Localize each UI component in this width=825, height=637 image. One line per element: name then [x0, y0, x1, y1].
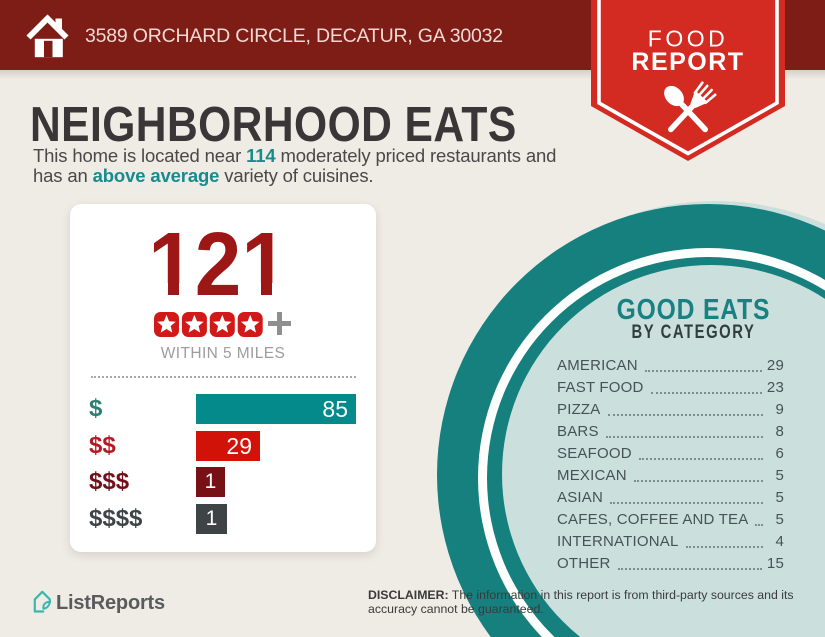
svg-text:REPORT: REPORT: [631, 48, 744, 76]
svg-text:FOOD: FOOD: [648, 26, 728, 52]
